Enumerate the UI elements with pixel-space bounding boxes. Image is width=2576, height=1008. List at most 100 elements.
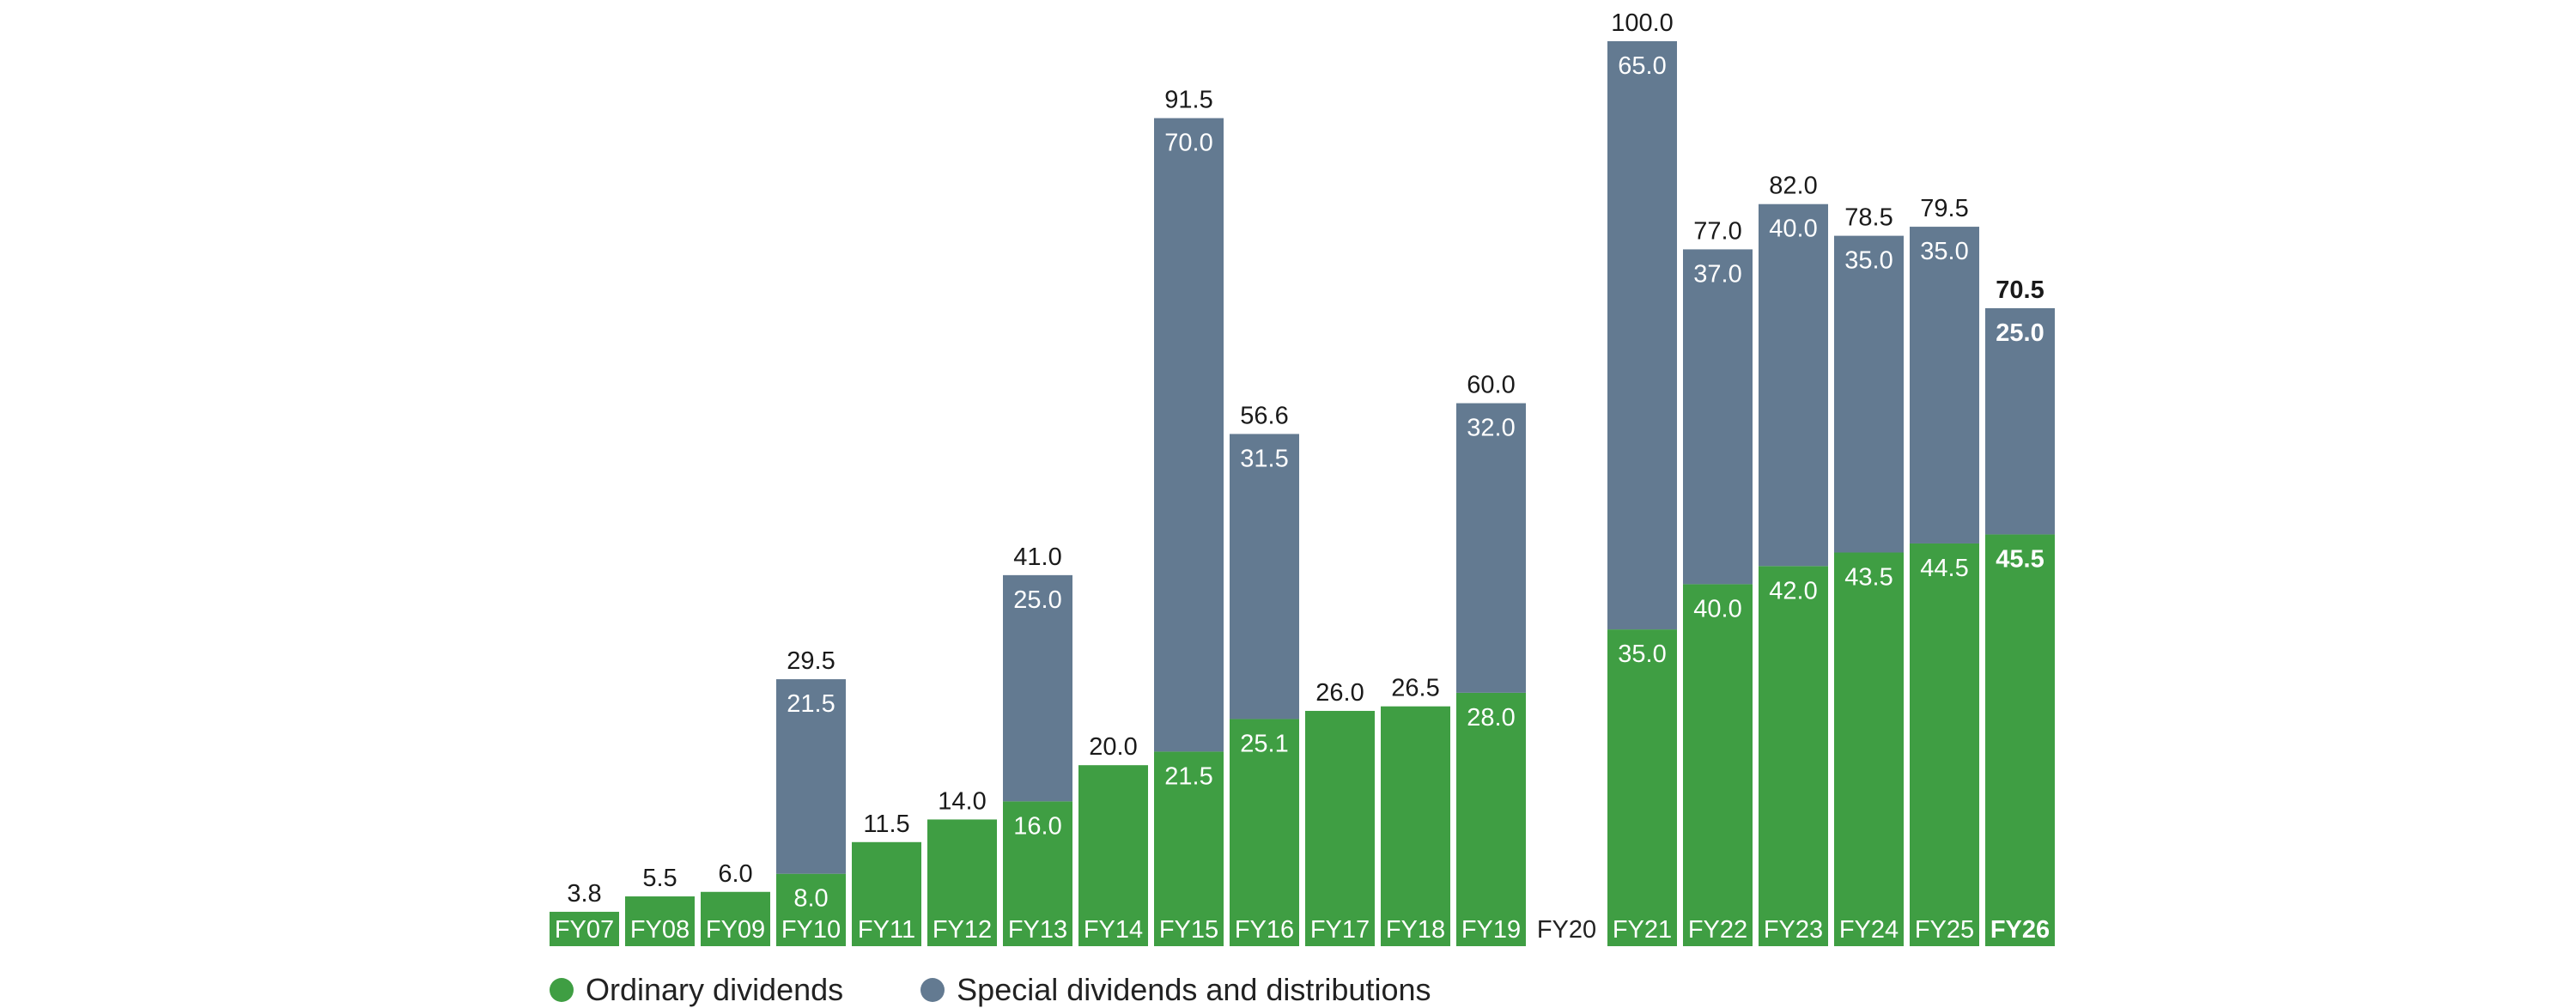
- bar-ordinary-fy09: [701, 891, 770, 946]
- data-label-total-fy16: 56.6: [1240, 402, 1288, 429]
- data-label-total-fy07: 3.8: [567, 880, 601, 908]
- tick-label-fy25: FY25: [1915, 916, 1974, 944]
- bar-ordinary-fy13: [1003, 801, 1072, 946]
- bar-ordinary-fy17: [1305, 710, 1375, 946]
- data-label-special-fy22: 37.0: [1693, 260, 1741, 288]
- legend-item-ordinary: Ordinary dividends: [550, 972, 843, 1008]
- tick-label-fy08: FY08: [630, 916, 690, 944]
- labels-group: FY07 3.8 FY08 5.5 FY09 6.0 FY10 8.0 21.5 29.5 FY11…: [555, 9, 2050, 944]
- bar-special-fy23: [1759, 203, 1828, 567]
- bar-special-fy16: [1230, 434, 1299, 720]
- tick-label-fy09: FY09: [706, 916, 765, 944]
- bar-special-fy19: [1456, 403, 1526, 693]
- bars-group: [550, 41, 2055, 946]
- bar-special-fy13: [1003, 574, 1072, 802]
- tick-label-fy12: FY12: [933, 916, 992, 944]
- bar-ordinary-fy15: [1154, 751, 1224, 946]
- data-label-special-fy25: 35.0: [1920, 238, 1968, 265]
- legend-swatch-special: [920, 978, 945, 1002]
- data-label-ordinary-fy19: 28.0: [1467, 704, 1515, 732]
- data-label-total-fy13: 41.0: [1013, 543, 1061, 571]
- data-label-ordinary-fy16: 25.1: [1240, 730, 1288, 757]
- legend: Ordinary dividends Special dividends and…: [550, 972, 1431, 1008]
- bar-ordinary-fy19: [1456, 692, 1526, 946]
- bar-ordinary-fy14: [1078, 765, 1148, 946]
- data-label-ordinary-fy22: 40.0: [1693, 595, 1741, 622]
- tick-label-fy14: FY14: [1084, 916, 1143, 944]
- bar-ordinary-fy12: [927, 819, 997, 946]
- tick-label-fy17: FY17: [1310, 916, 1370, 944]
- bar-special-fy10: [776, 679, 846, 874]
- data-label-ordinary-fy21: 35.0: [1618, 641, 1666, 668]
- bar-ordinary-fy23: [1759, 566, 1828, 946]
- data-label-total-fy26: 70.5: [1996, 276, 2044, 304]
- bar-special-fy22: [1683, 249, 1753, 585]
- data-label-total-fy08: 5.5: [642, 865, 677, 892]
- data-label-total-fy14: 20.0: [1089, 733, 1137, 761]
- data-label-ordinary-fy26: 45.5: [1996, 545, 2044, 573]
- tick-label-fy26: FY26: [1990, 916, 2050, 944]
- legend-swatch-ordinary: [550, 978, 574, 1002]
- bar-ordinary-fy25: [1910, 543, 1979, 946]
- bar-ordinary-fy10: [776, 873, 846, 946]
- data-label-special-fy26: 25.0: [1996, 319, 2044, 347]
- data-label-total-fy21: 100.0: [1611, 9, 1674, 37]
- bar-ordinary-fy24: [1834, 552, 1904, 946]
- data-label-total-fy25: 79.5: [1920, 195, 1968, 222]
- tick-label-fy19: FY19: [1461, 916, 1521, 944]
- bar-ordinary-fy16: [1230, 719, 1299, 946]
- tick-label-fy13: FY13: [1008, 916, 1067, 944]
- legend-label-ordinary: Ordinary dividends: [586, 972, 844, 1007]
- data-label-total-fy18: 26.5: [1391, 675, 1439, 702]
- data-label-total-fy23: 82.0: [1769, 173, 1817, 200]
- data-label-special-fy19: 32.0: [1467, 415, 1515, 442]
- data-label-special-fy13: 25.0: [1013, 586, 1061, 614]
- data-label-total-fy15: 91.5: [1164, 87, 1212, 114]
- data-label-ordinary-fy15: 21.5: [1164, 762, 1212, 790]
- tick-label-fy20: FY20: [1537, 916, 1596, 944]
- data-label-total-fy10: 29.5: [787, 647, 835, 675]
- data-label-total-fy11: 11.5: [863, 811, 909, 838]
- tick-label-fy11: FY11: [858, 916, 915, 944]
- data-label-total-fy19: 60.0: [1467, 372, 1515, 399]
- tick-label-fy22: FY22: [1688, 916, 1747, 944]
- data-label-special-fy21: 65.0: [1618, 52, 1666, 80]
- legend-item-special: Special dividends and distributions: [920, 972, 1431, 1008]
- data-label-total-fy22: 77.0: [1693, 217, 1741, 245]
- data-label-ordinary-fy24: 43.5: [1844, 564, 1893, 592]
- bar-special-fy24: [1834, 235, 1904, 553]
- data-label-ordinary-fy13: 16.0: [1013, 812, 1061, 840]
- bar-special-fy26: [1985, 307, 2055, 535]
- tick-label-fy24: FY24: [1839, 916, 1899, 944]
- tick-label-fy21: FY21: [1613, 916, 1672, 944]
- bar-ordinary-fy22: [1683, 584, 1753, 946]
- bar-special-fy25: [1910, 227, 1979, 543]
- data-label-special-fy24: 35.0: [1844, 247, 1893, 275]
- tick-label-fy10: FY10: [781, 916, 841, 944]
- data-label-total-fy12: 14.0: [938, 787, 986, 815]
- data-label-ordinary-fy23: 42.0: [1769, 577, 1817, 604]
- bar-ordinary-fy11: [852, 841, 921, 946]
- tick-label-fy15: FY15: [1159, 916, 1218, 944]
- data-label-total-fy24: 78.5: [1844, 204, 1893, 232]
- tick-label-fy23: FY23: [1764, 916, 1823, 944]
- bar-ordinary-fy18: [1381, 706, 1450, 946]
- bar-ordinary-fy07: [550, 911, 619, 946]
- legend-label-special: Special dividends and distributions: [957, 972, 1431, 1007]
- bar-special-fy15: [1154, 118, 1224, 752]
- data-label-special-fy16: 31.5: [1240, 445, 1288, 472]
- data-label-ordinary-fy25: 44.5: [1920, 555, 1968, 582]
- data-label-special-fy15: 70.0: [1164, 130, 1212, 157]
- tick-label-fy16: FY16: [1235, 916, 1294, 944]
- bar-ordinary-fy08: [625, 896, 695, 946]
- bar-ordinary-fy26: [1985, 534, 2055, 946]
- bar-ordinary-fy21: [1607, 629, 1677, 946]
- data-label-special-fy10: 21.5: [787, 690, 835, 718]
- bar-special-fy21: [1607, 41, 1677, 630]
- tick-label-fy07: FY07: [555, 916, 614, 944]
- data-label-ordinary-fy10: 8.0: [793, 885, 828, 913]
- data-label-total-fy09: 6.0: [718, 860, 752, 888]
- tick-label-fy18: FY18: [1386, 916, 1445, 944]
- data-label-total-fy17: 26.0: [1315, 679, 1364, 707]
